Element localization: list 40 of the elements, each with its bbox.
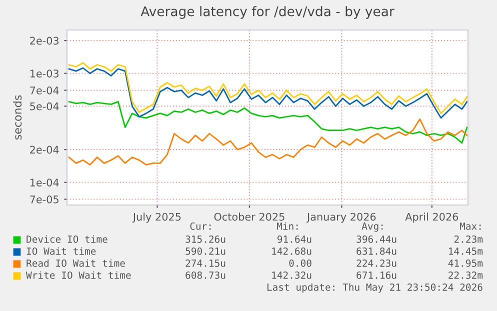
text: 608.73u [186,271,226,279]
text: 142.32u [272,271,312,279]
x-tick-label: October 2025 [214,212,284,221]
line-series [68,100,468,144]
text: 315.26u [186,235,226,243]
text: Last update: Thu May 21 23:50:24 2026 [267,283,482,293]
legend-label: Write IO Wait time [26,271,131,279]
text: Avg: [362,222,383,232]
y-tick-label: 2e-03 [30,36,59,45]
text: 396.44u [356,235,396,243]
x-tick-label: July 2025 [132,212,181,223]
y-tick-label: 1e-03 [30,70,59,78]
chart-title: Average latency for /dev/vda - by year [140,6,394,19]
text: 142.68u [272,247,312,255]
y-tick-label: 2e-04 [30,146,59,154]
text: 590.21u [186,247,226,255]
text: 631.84u [356,247,396,255]
text: 41.95m [448,259,483,267]
text: 22.32m [448,271,483,279]
text: 14.45m [449,248,483,255]
legend-label: IO Wait time [26,247,96,255]
legend-label: Device IO time [26,235,108,243]
y-tick-label: 5e-04 [30,102,59,110]
y-tick-label: 1e-04 [30,178,59,186]
text: 2.23m [454,235,483,243]
text: 224.23u [356,259,396,267]
y-tick-label: 7e-04 [30,86,59,94]
text: 274.15u [186,259,226,267]
text: Max: [460,222,481,230]
legend-label: Read IO Wait time [26,259,125,267]
line-series [68,118,468,166]
y-axis-title: seconds [13,95,22,140]
text: 91.64u [277,235,312,243]
text: 671.16u [356,271,396,279]
text: 0.00 [289,259,312,267]
text: Min: [276,222,298,230]
x-tick-label: April 2026 [405,212,458,223]
x-tick-label: January 2026 [306,212,376,223]
text: Cur: [190,222,211,230]
y-tick-label: 7e-05 [30,195,58,204]
